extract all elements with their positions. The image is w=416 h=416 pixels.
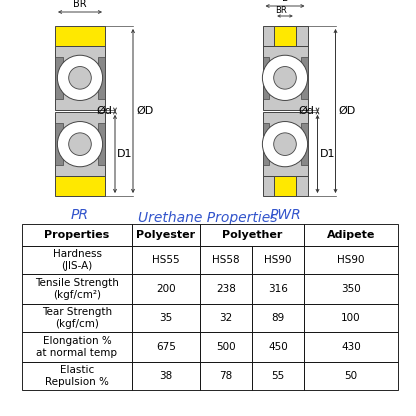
Bar: [262, 112, 307, 176]
Text: HS55: HS55: [152, 255, 180, 265]
Bar: [22, 362, 132, 390]
Bar: [252, 362, 304, 390]
Bar: [55, 26, 105, 45]
Circle shape: [69, 133, 91, 156]
Circle shape: [57, 121, 103, 167]
Bar: [132, 304, 200, 332]
Bar: [274, 26, 296, 45]
Bar: [22, 224, 132, 246]
Text: Properties: Properties: [45, 230, 110, 240]
Bar: [55, 112, 105, 176]
Circle shape: [69, 67, 91, 89]
Text: Elongation %
at normal temp: Elongation % at normal temp: [37, 336, 117, 358]
Text: 200: 200: [156, 284, 176, 294]
Text: ØD: ØD: [339, 106, 356, 116]
Text: D1: D1: [319, 149, 335, 159]
Bar: [301, 123, 307, 165]
Text: 100: 100: [341, 313, 361, 323]
Bar: [262, 176, 307, 196]
Circle shape: [57, 55, 103, 100]
Bar: [274, 176, 296, 196]
Bar: [132, 332, 200, 362]
Bar: [304, 246, 398, 274]
Text: 350: 350: [341, 284, 361, 294]
Text: 500: 500: [216, 342, 236, 352]
Circle shape: [262, 121, 307, 167]
Text: 32: 32: [219, 313, 233, 323]
Text: D1: D1: [117, 149, 133, 159]
Text: PR: PR: [71, 208, 89, 222]
Text: B: B: [282, 0, 288, 3]
Text: HS90: HS90: [264, 255, 292, 265]
Text: 50: 50: [344, 371, 358, 381]
Text: HS58: HS58: [212, 255, 240, 265]
Text: ØD: ØD: [136, 106, 153, 116]
Text: 35: 35: [159, 313, 173, 323]
Bar: [55, 57, 62, 99]
Text: Adipete: Adipete: [327, 230, 375, 240]
Text: 450: 450: [268, 342, 288, 352]
Bar: [304, 304, 398, 332]
Circle shape: [274, 67, 296, 89]
Bar: [132, 274, 200, 304]
Bar: [200, 332, 252, 362]
Bar: [22, 246, 132, 274]
Text: Ød: Ød: [299, 106, 314, 116]
Bar: [304, 362, 398, 390]
Text: 238: 238: [216, 284, 236, 294]
Text: Hardness
(JIS-A): Hardness (JIS-A): [52, 249, 102, 271]
Bar: [200, 274, 252, 304]
Text: HS90: HS90: [337, 255, 365, 265]
Bar: [55, 45, 105, 110]
Bar: [262, 57, 269, 99]
Bar: [304, 332, 398, 362]
Bar: [132, 362, 200, 390]
Bar: [132, 246, 200, 274]
Bar: [252, 274, 304, 304]
Text: Ød: Ød: [96, 106, 112, 116]
Text: 89: 89: [271, 313, 285, 323]
Circle shape: [274, 133, 296, 156]
Bar: [22, 274, 132, 304]
Text: BR: BR: [275, 6, 287, 15]
Text: Polyester: Polyester: [136, 230, 196, 240]
Bar: [262, 123, 269, 165]
Bar: [97, 57, 105, 99]
Text: 675: 675: [156, 342, 176, 352]
Text: Tensile Strength
(kgf/cm²): Tensile Strength (kgf/cm²): [35, 278, 119, 300]
Bar: [301, 57, 307, 99]
Text: Polyether: Polyether: [222, 230, 282, 240]
Bar: [200, 224, 304, 246]
Bar: [252, 332, 304, 362]
Bar: [97, 123, 105, 165]
Bar: [252, 304, 304, 332]
Text: 316: 316: [268, 284, 288, 294]
Text: Tear Strength
(kgf/cm): Tear Strength (kgf/cm): [42, 307, 112, 329]
Bar: [200, 246, 252, 274]
Bar: [200, 304, 252, 332]
Text: 78: 78: [219, 371, 233, 381]
Text: 430: 430: [341, 342, 361, 352]
Text: Elastic
Repulsion %: Elastic Repulsion %: [45, 365, 109, 387]
Bar: [55, 176, 105, 196]
Bar: [200, 362, 252, 390]
Bar: [262, 45, 307, 110]
Text: 38: 38: [159, 371, 173, 381]
Text: BR: BR: [73, 0, 87, 9]
Bar: [55, 123, 62, 165]
Bar: [132, 224, 200, 246]
Text: 55: 55: [271, 371, 285, 381]
Text: Urethane Properties: Urethane Properties: [138, 211, 278, 225]
Bar: [304, 274, 398, 304]
Bar: [252, 246, 304, 274]
Circle shape: [262, 55, 307, 100]
Bar: [22, 304, 132, 332]
Bar: [22, 332, 132, 362]
Text: PWR: PWR: [269, 208, 301, 222]
Bar: [304, 224, 398, 246]
Bar: [262, 26, 307, 45]
